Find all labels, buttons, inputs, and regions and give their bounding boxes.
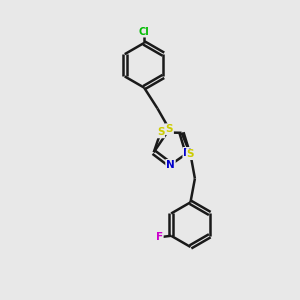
- Text: N: N: [183, 148, 192, 158]
- Text: S: S: [166, 124, 173, 134]
- Text: Cl: Cl: [139, 27, 149, 37]
- Text: F: F: [156, 232, 163, 242]
- Text: S: S: [157, 128, 164, 137]
- Text: S: S: [187, 149, 194, 159]
- Text: N: N: [166, 160, 175, 170]
